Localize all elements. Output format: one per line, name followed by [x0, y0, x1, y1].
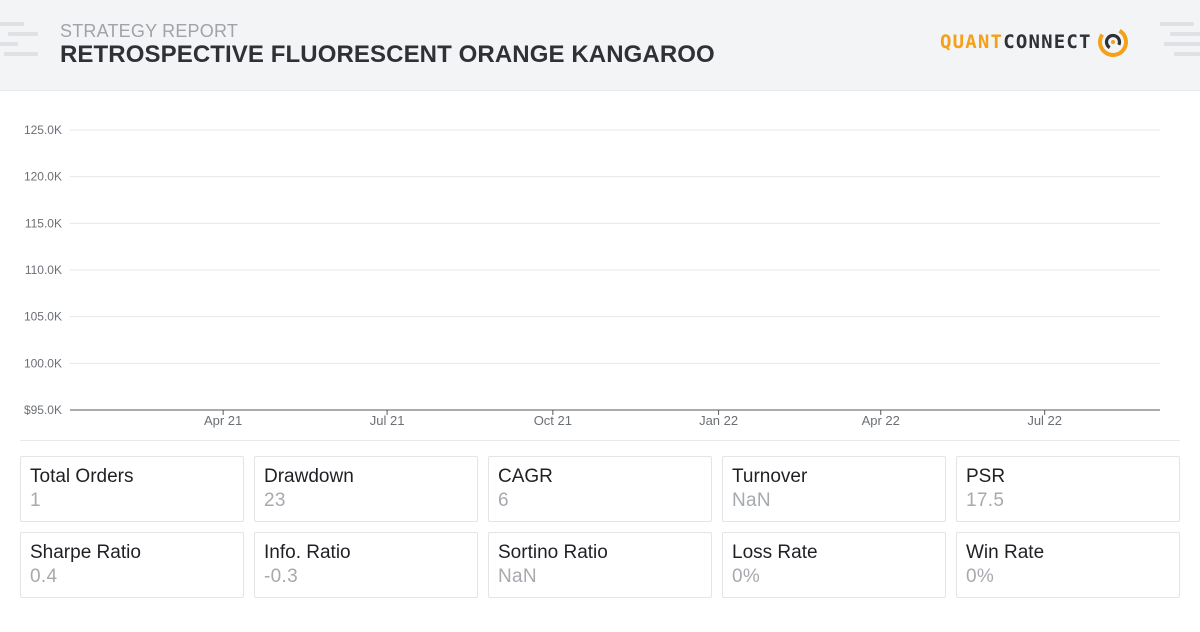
- metric-label: Total Orders: [30, 466, 134, 487]
- x-tick-label: Oct 21: [534, 413, 572, 428]
- metric-label: Loss Rate: [732, 542, 818, 563]
- logo-text-connect: CONNECT: [1003, 31, 1092, 53]
- metric-label: Turnover: [732, 466, 808, 487]
- quantconnect-logo-icon: [1097, 27, 1128, 57]
- x-tick-label: Jan 22: [699, 413, 738, 428]
- metric-value: 23: [264, 490, 286, 511]
- x-tick-label: Jul 21: [370, 413, 405, 428]
- metric-value: NaN: [498, 566, 537, 587]
- x-tick-label: Apr 21: [204, 413, 242, 428]
- strategy-title: RETROSPECTIVE FLUORESCENT ORANGE KANGARO…: [60, 41, 715, 68]
- metric-card-turnover: Turnover NaN: [722, 456, 946, 522]
- metric-label: CAGR: [498, 466, 553, 487]
- metric-value: 1: [30, 490, 41, 511]
- metric-value: 17.5: [966, 490, 1005, 511]
- x-tick-label: Jul 22: [1027, 413, 1062, 428]
- metric-card-info-ratio: Info. Ratio -0.3: [254, 532, 478, 598]
- metric-card-total-orders: Total Orders 1: [20, 456, 244, 522]
- report-subtitle: STRATEGY REPORT: [60, 21, 239, 41]
- report-header: STRATEGY REPORT RETROSPECTIVE FLUORESCEN…: [0, 0, 1200, 91]
- equity-chart-svg: 125.0K 120.0K 115.0K 110.0K 105.0K 100.0K $95.…: [24, 123, 1160, 428]
- y-tick-label: 100.0K: [24, 356, 62, 370]
- y-tick-label: $95.0K: [24, 403, 62, 417]
- metric-card-win-rate: Win Rate 0%: [956, 532, 1180, 598]
- metric-card-loss-rate: Loss Rate 0%: [722, 532, 946, 598]
- metric-card-drawdown: Drawdown 23: [254, 456, 478, 522]
- equity-chart: 125.0K 120.0K 115.0K 110.0K 105.0K 100.0K $95.…: [0, 110, 1200, 440]
- metric-card-sharpe-ratio: Sharpe Ratio 0.4: [20, 532, 244, 598]
- y-tick-label: 120.0K: [24, 170, 62, 184]
- metric-label: Info. Ratio: [264, 542, 351, 563]
- y-tick-label: 125.0K: [24, 123, 62, 137]
- section-divider: [20, 440, 1180, 441]
- metric-card-psr: PSR 17.5: [956, 456, 1180, 522]
- metric-card-cagr: CAGR 6: [488, 456, 712, 522]
- metric-value: 6: [498, 490, 509, 511]
- metric-value: 0.4: [30, 566, 58, 587]
- y-tick-label: 105.0K: [24, 310, 62, 324]
- metric-value: 0%: [966, 566, 995, 587]
- y-tick-label: 110.0K: [25, 263, 62, 277]
- metric-card-sortino-ratio: Sortino Ratio NaN: [488, 532, 712, 598]
- x-tick-label: Apr 22: [862, 413, 900, 428]
- metric-label: Drawdown: [264, 466, 354, 487]
- metric-value: 0%: [732, 566, 761, 587]
- metric-value: NaN: [732, 490, 771, 511]
- metric-label: Sharpe Ratio: [30, 542, 141, 563]
- metrics-grid: Total Orders 1 Drawdown 23 CAGR 6 Turnover NaN P…: [20, 456, 1180, 598]
- metric-value: -0.3: [264, 566, 298, 587]
- metric-label: Sortino Ratio: [498, 542, 608, 563]
- metric-label: PSR: [966, 466, 1006, 487]
- metric-label: Win Rate: [966, 542, 1045, 563]
- y-tick-label: 115.0K: [25, 216, 62, 230]
- quantconnect-logo: QUANT CONNECT: [940, 24, 1130, 60]
- logo-text-quant: QUANT: [940, 31, 1004, 53]
